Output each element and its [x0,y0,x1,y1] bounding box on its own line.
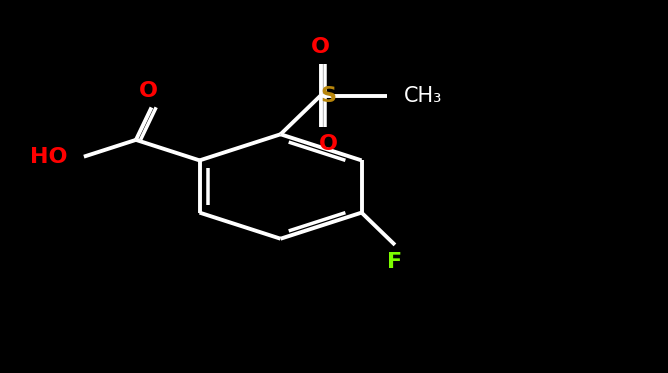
Text: F: F [387,253,403,272]
Text: HO: HO [29,147,67,167]
Text: O: O [139,81,158,101]
Text: O: O [311,37,330,57]
Text: S: S [321,85,337,106]
Text: O: O [319,134,338,154]
Text: CH₃: CH₃ [404,85,442,106]
